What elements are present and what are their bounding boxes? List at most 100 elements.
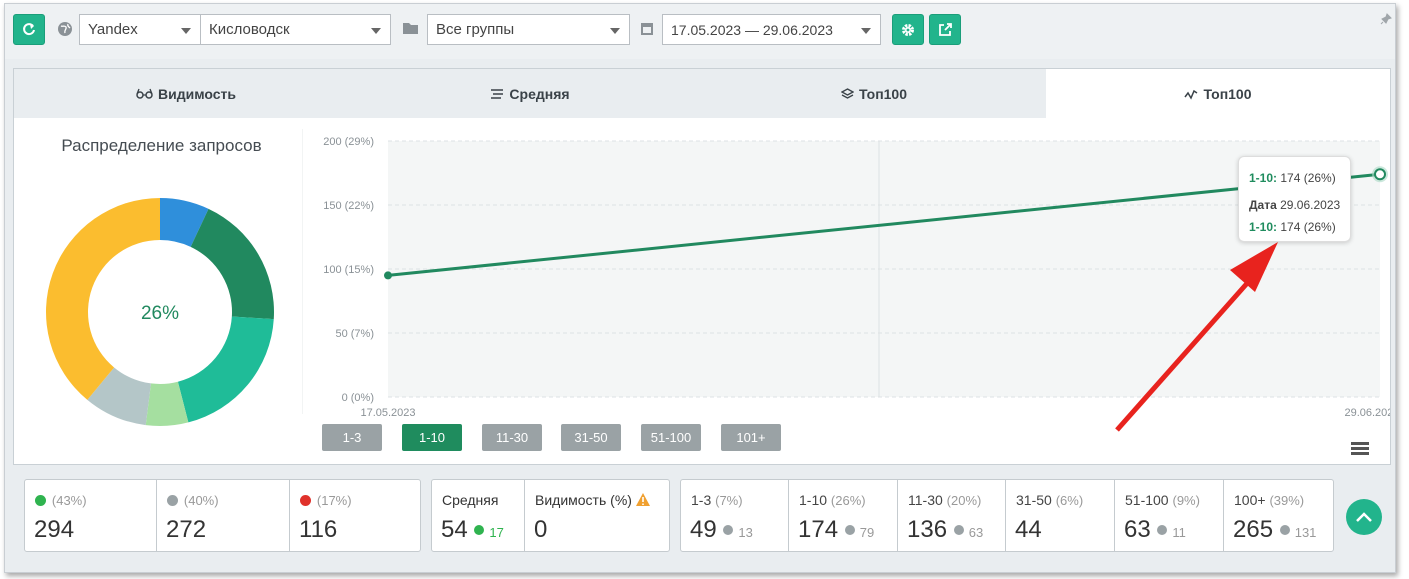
stat-value: 272 [166, 516, 207, 543]
export-button[interactable] [929, 14, 961, 45]
stat-label: 100+ [1234, 492, 1266, 508]
trend-icon [1184, 89, 1198, 100]
y-tick-label: 200 (29%) [323, 136, 374, 148]
tab-visibility[interactable]: Видимость [14, 69, 358, 118]
range-button-101-plus[interactable]: 101+ [721, 424, 781, 451]
region-select[interactable]: Кисловодск [200, 14, 391, 45]
donut-slice-1-10[interactable] [190, 208, 274, 320]
data-point[interactable] [384, 271, 392, 280]
stat-label: Средняя [442, 492, 499, 508]
donut-slice-31-50[interactable] [145, 381, 189, 426]
calendar-icon [640, 21, 654, 40]
stat-delta: 131 [1294, 525, 1317, 540]
hamburger-menu-icon[interactable] [1351, 442, 1369, 456]
arrow-up-circle-icon [474, 524, 485, 535]
tooltip-series-label: 1-10: [1249, 220, 1278, 234]
chevron-down-icon [181, 28, 191, 34]
stat-value: 63 [1124, 516, 1151, 543]
tooltip-series-value: 174 (26%) [1280, 171, 1336, 185]
stats-bar: (43%) 294 (40%) 272 (17%) 116 Средняя 54… [13, 469, 1391, 561]
stat-label: 51-100 [1125, 492, 1169, 508]
app-frame: Yandex Кисловодск Все группы 17.05.2023 … [4, 3, 1396, 573]
line-chart: 200 (29%) 150 (22%) 100 (15%) 50 (7%) 0 (0%)… [302, 129, 1390, 419]
settings-button[interactable] [892, 14, 924, 45]
stat-pct: (43%) [51, 493, 87, 508]
stat-pct: (6%) [1055, 493, 1084, 508]
stat-value: 294 [34, 516, 75, 543]
range-button-11-30[interactable]: 11-30 [482, 424, 542, 451]
stat-value: 136 [907, 516, 948, 543]
stat-value: 174 [798, 516, 839, 543]
minus-circle-icon [167, 494, 178, 506]
region-value: Кисловодск [209, 21, 290, 38]
stat-pct: (9%) [1172, 493, 1200, 508]
chart-panel: Видимость Средняя Топ100 Топ100 Распреде… [13, 68, 1391, 465]
range-button-1-10[interactable]: 1-10 [402, 424, 462, 451]
stat-delta: 13 [738, 525, 753, 540]
arrow-down-circle-icon [1157, 524, 1168, 535]
arrow-up-circle-icon [35, 494, 46, 506]
tab-top100-trend[interactable]: Топ100 [1046, 69, 1390, 118]
engine-select[interactable]: Yandex [79, 14, 201, 45]
range-button-51-100[interactable]: 51-100 [641, 424, 701, 451]
tab-label: Топ100 [858, 85, 908, 102]
refresh-button[interactable] [13, 14, 45, 45]
toolbar: Yandex Кисловодск Все группы 17.05.2023 … [5, 4, 1395, 59]
tab-label: Видимость [158, 85, 236, 102]
layers-icon [840, 87, 854, 99]
stat-value: 0 [534, 516, 548, 543]
stat-label: 1-3 [691, 492, 712, 508]
scroll-top-button[interactable] [1346, 499, 1382, 535]
tab-bar: Видимость Средняя Топ100 Топ100 [14, 69, 1390, 118]
glasses-icon [136, 88, 153, 99]
stat-label: 1-10 [799, 492, 828, 508]
stat-pct: (26%) [830, 493, 866, 508]
tab-label: Средняя [509, 85, 570, 102]
stat-pct: (20%) [946, 493, 982, 508]
chevron-down-icon [861, 28, 871, 34]
engine-value: Yandex [88, 21, 138, 38]
stat-same: (40%) 272 [157, 480, 290, 551]
donut-slice-101+[interactable] [46, 198, 160, 400]
tab-average[interactable]: Средняя [358, 69, 702, 118]
stat-range-1-10: 1-10 (26%) 174 79 [789, 480, 898, 551]
tab-top100-layers[interactable]: Топ100 [702, 69, 1046, 118]
chart-tooltip: 1-10: 174 (26%) Дата 29.06.2023 1-10: 17… [1238, 156, 1351, 242]
series-line-1-10 [387, 172, 1381, 277]
arrow-down-circle-icon [1279, 524, 1290, 535]
dynamics-group: (43%) 294 (40%) 272 (17%) 116 [24, 479, 421, 552]
ranges-group: 1-3 (7%) 49 13 1-10 (26%) 174 79 11-30 (20%)… [680, 479, 1334, 552]
donut-center-label: 26% [141, 303, 179, 324]
arrow-up-circle-icon [844, 524, 855, 535]
average-group: Средняя 54 17 Видимость (%) 0 [431, 479, 670, 552]
data-point[interactable] [1374, 168, 1386, 181]
stat-value: 44 [1015, 516, 1042, 543]
chevron-up-icon [1356, 512, 1372, 522]
folder-icon [402, 21, 420, 40]
donut-slice-1-3[interactable] [160, 198, 209, 247]
range-button-31-50[interactable]: 31-50 [561, 424, 621, 451]
stat-range-31-50: 31-50 (6%) 44 [1006, 480, 1115, 551]
range-button-1-3[interactable]: 1-3 [322, 424, 382, 451]
chevron-down-icon [610, 28, 620, 34]
stat-label: Видимость (%) [535, 492, 632, 508]
stat-range-100+: 100+ (39%) 265 131 [1224, 480, 1333, 551]
stat-range-11-30: 11-30 (20%) 136 63 [898, 480, 1006, 551]
stat-range-51-100: 51-100 (9%) 63 11 [1115, 480, 1224, 551]
donut-slice-51-100[interactable] [87, 367, 151, 426]
refresh-icon [23, 22, 35, 35]
group-select[interactable]: Все группы [427, 14, 630, 45]
tooltip-date-label: Дата [1249, 198, 1277, 212]
warning-icon [635, 493, 650, 506]
stat-value: 49 [690, 516, 717, 543]
gear-icon [902, 23, 914, 36]
stat-down: (17%) 116 [290, 480, 420, 551]
pin-icon[interactable] [1380, 12, 1392, 30]
stat-delta: 79 [859, 525, 875, 540]
donut-slice-11-30[interactable] [177, 316, 274, 423]
y-tick-label: 0 (0%) [342, 392, 374, 404]
date-range-select[interactable]: 17.05.2023 — 29.06.2023 [662, 14, 881, 45]
stat-value: 265 [1233, 516, 1274, 543]
date-range-value: 17.05.2023 — 29.06.2023 [671, 21, 833, 38]
stat-label: 11-30 [908, 492, 943, 508]
